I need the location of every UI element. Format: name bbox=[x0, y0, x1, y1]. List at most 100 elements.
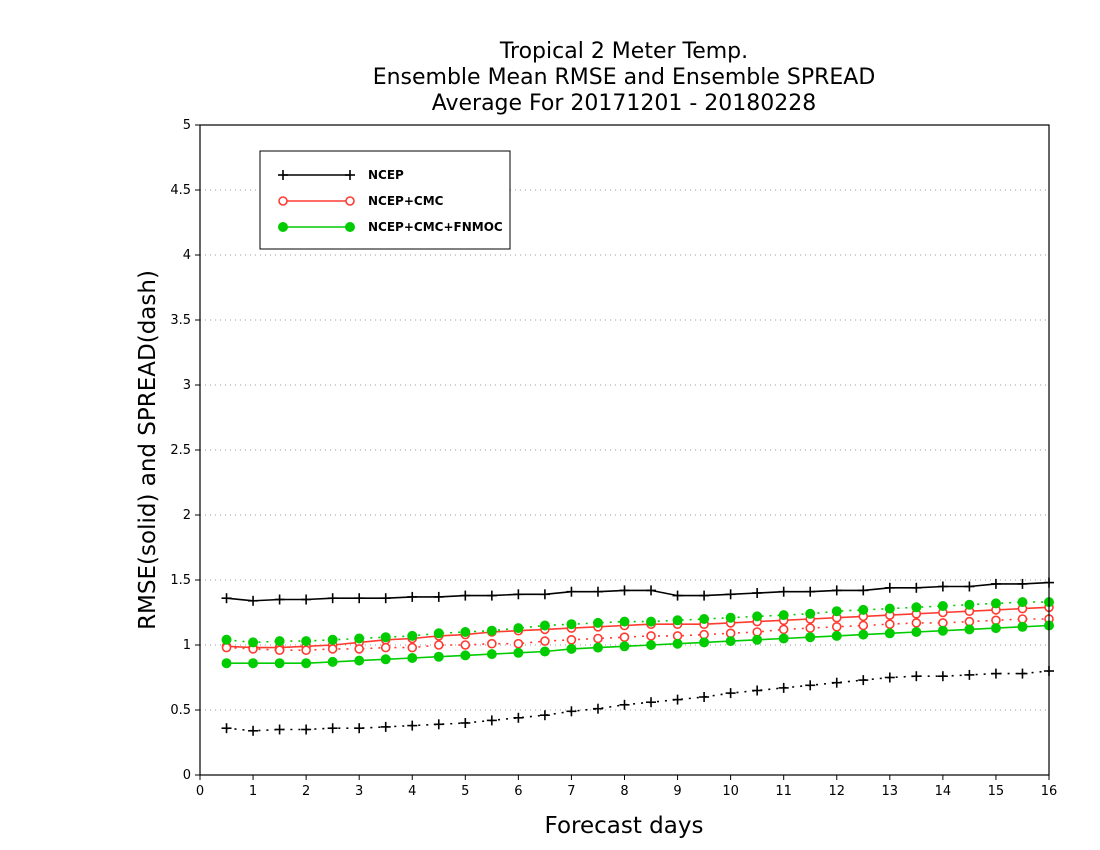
series-ncep-cmc-fnmoc-spread-point bbox=[486, 625, 497, 636]
series-ncep-rmse-point bbox=[752, 588, 763, 598]
series-ncep-cmc-fnmoc-rmse-point bbox=[513, 647, 524, 658]
series-ncep-cmc-fnmoc-rmse-point bbox=[433, 651, 444, 662]
y-tick-label: 2 bbox=[183, 508, 191, 523]
series-ncep-cmc-fnmoc-spread-point bbox=[911, 602, 922, 613]
series-ncep-cmc-spread-point bbox=[805, 623, 816, 633]
series-ncep-cmc-fnmoc-rmse-point bbox=[539, 646, 550, 657]
series-ncep-spread-point bbox=[831, 677, 842, 688]
series-ncep-cmc-fnmoc-spread-point bbox=[274, 636, 285, 647]
y-tick-label: 3 bbox=[183, 378, 191, 393]
x-tick-label: 8 bbox=[620, 784, 628, 799]
series-ncep-cmc-spread-point bbox=[460, 640, 471, 650]
legend-ncep-cmc-fnmoc-marker-end bbox=[345, 222, 355, 232]
series-ncep-cmc-fnmoc-spread-point bbox=[1017, 597, 1028, 608]
series-ncep-cmc-fnmoc-rmse-point bbox=[725, 636, 736, 647]
series-ncep-rmse-point bbox=[301, 594, 312, 605]
series-ncep-rmse-point bbox=[566, 586, 577, 597]
series-ncep-cmc-fnmoc-spread-point bbox=[407, 630, 418, 641]
series-ncep-cmc-fnmoc-rmse-point bbox=[592, 642, 603, 653]
x-tick-label: 1 bbox=[249, 784, 257, 799]
series-ncep-cmc-fnmoc-spread-point bbox=[354, 633, 365, 644]
series-ncep-cmc-fnmoc-rmse-point bbox=[380, 654, 391, 665]
series-ncep-cmc-fnmoc-rmse-point bbox=[672, 638, 683, 649]
series-ncep-spread-point bbox=[566, 706, 577, 717]
series-ncep-cmc-fnmoc-spread-point bbox=[619, 616, 630, 627]
series-ncep-rmse-point bbox=[619, 585, 630, 596]
legend-ncep-marker-start bbox=[278, 170, 288, 180]
series-ncep-cmc-fnmoc-rmse-point bbox=[221, 658, 232, 669]
series-ncep-rmse-point bbox=[725, 589, 736, 600]
series-ncep-rmse-point bbox=[884, 582, 895, 593]
series-ncep-rmse-point bbox=[937, 581, 948, 592]
series-ncep-rmse-point bbox=[513, 589, 524, 600]
series-ncep-spread-point bbox=[460, 718, 471, 728]
series-ncep-rmse-point bbox=[221, 593, 232, 604]
series-ncep-cmc-spread-point bbox=[433, 640, 444, 650]
series-ncep-cmc-spread-point bbox=[513, 638, 524, 649]
series-ncep-cmc-fnmoc-spread-point bbox=[592, 617, 603, 628]
series-ncep-cmc-fnmoc-rmse-point bbox=[1017, 621, 1028, 632]
series-ncep-cmc-fnmoc-spread-point bbox=[672, 615, 683, 626]
series-ncep-spread-point bbox=[646, 697, 657, 708]
series-ncep-spread-point bbox=[592, 703, 603, 714]
series-ncep-cmc-fnmoc-spread-point bbox=[433, 628, 444, 639]
series-ncep-spread-point bbox=[752, 685, 763, 696]
series-ncep-cmc-fnmoc-rmse-point bbox=[778, 633, 789, 644]
series-ncep-spread-point bbox=[274, 724, 285, 735]
series-ncep-cmc-fnmoc-spread-point bbox=[805, 608, 816, 619]
chart-title-line-2: Ensemble Mean RMSE and Ensemble SPREAD bbox=[373, 65, 876, 90]
x-tick-label: 9 bbox=[673, 784, 681, 799]
series-ncep-spread-point bbox=[513, 712, 524, 723]
series-ncep-cmc-fnmoc-rmse-point bbox=[646, 640, 657, 650]
x-tick-label: 2 bbox=[302, 784, 310, 799]
series-ncep-spread-point bbox=[778, 682, 789, 693]
series-ncep-cmc-spread-point bbox=[380, 642, 391, 653]
series-ncep-cmc-spread-point bbox=[885, 619, 895, 630]
x-tick-label: 13 bbox=[882, 784, 899, 799]
y-tick-label: 1.5 bbox=[170, 573, 191, 588]
series-ncep-rmse-point bbox=[990, 578, 1001, 589]
series-ncep-spread-point bbox=[486, 715, 497, 726]
x-tick-label: 10 bbox=[722, 784, 739, 799]
series-ncep-cmc-spread-point bbox=[407, 642, 418, 653]
series-ncep-cmc-fnmoc-rmse-point bbox=[831, 630, 842, 641]
series-ncep-spread-point bbox=[380, 721, 391, 732]
series-ncep-rmse-point bbox=[460, 590, 471, 601]
series-ncep-cmc-spread-point bbox=[593, 633, 603, 644]
series-ncep-cmc-spread-point bbox=[831, 621, 842, 632]
x-tick-label: 0 bbox=[196, 784, 204, 799]
series-ncep-spread-point bbox=[248, 725, 259, 736]
series-ncep-rmse-point bbox=[964, 581, 975, 592]
series-ncep-cmc-fnmoc-rmse-point bbox=[884, 628, 895, 639]
legend-ncep-cmc-fnmoc-label: NCEP+CMC+FNMOC bbox=[368, 220, 503, 234]
x-tick-label: 3 bbox=[355, 784, 363, 799]
legend-ncep-cmc-label: NCEP+CMC bbox=[368, 194, 444, 208]
series-ncep-rmse-point bbox=[699, 590, 710, 601]
series-ncep-cmc-spread-point bbox=[964, 616, 975, 627]
series-ncep-cmc-spread-point bbox=[274, 645, 285, 656]
x-tick-label: 6 bbox=[514, 784, 522, 799]
series-ncep-cmc-spread-point bbox=[778, 624, 789, 635]
series-ncep-spread-point bbox=[964, 669, 975, 680]
chart-title-line-3: Average For 20171201 - 20180228 bbox=[432, 91, 817, 116]
y-tick-label: 0 bbox=[183, 768, 191, 783]
series-ncep-cmc-fnmoc-rmse-point bbox=[354, 655, 365, 666]
series-ncep-cmc-spread-point bbox=[619, 632, 630, 643]
y-tick-label: 3.5 bbox=[170, 313, 191, 328]
series-ncep-cmc-fnmoc-spread-point bbox=[460, 627, 471, 637]
series-ncep-spread-point bbox=[539, 710, 550, 721]
series-ncep-cmc-spread-point bbox=[354, 644, 364, 654]
series-ncep-spread-point bbox=[221, 723, 232, 734]
series-ncep-cmc-fnmoc-rmse-point bbox=[301, 658, 312, 669]
series-ncep-cmc-spread-point bbox=[566, 634, 577, 645]
series-ncep-spread-point bbox=[672, 694, 683, 705]
series-ncep-rmse-point bbox=[248, 595, 259, 606]
series-ncep-rmse-point bbox=[380, 593, 391, 604]
series-ncep-rmse-point bbox=[354, 593, 365, 604]
series-ncep-rmse-point bbox=[407, 591, 418, 602]
series-ncep-rmse-point bbox=[433, 591, 444, 602]
series-ncep-cmc-fnmoc-rmse-point bbox=[460, 650, 471, 661]
series-ncep-rmse-point bbox=[486, 590, 497, 601]
